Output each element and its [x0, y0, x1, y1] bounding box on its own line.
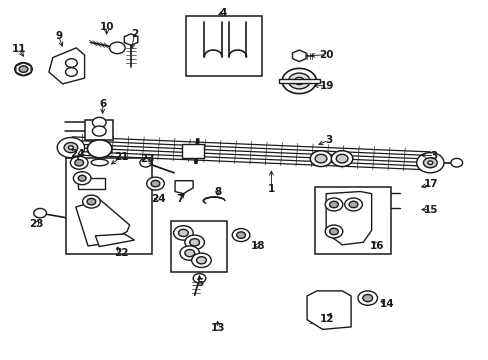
- Circle shape: [196, 257, 206, 264]
- Text: 10: 10: [99, 22, 114, 32]
- Circle shape: [92, 126, 106, 136]
- Text: 1: 1: [267, 184, 274, 194]
- Bar: [66, 158, 151, 254]
- Text: 23: 23: [29, 219, 44, 229]
- Polygon shape: [325, 192, 371, 245]
- Text: 18: 18: [250, 240, 265, 251]
- Circle shape: [180, 246, 199, 260]
- Text: 23: 23: [140, 154, 155, 164]
- Circle shape: [329, 201, 338, 208]
- Circle shape: [336, 154, 347, 163]
- Circle shape: [87, 198, 96, 205]
- Circle shape: [70, 156, 88, 169]
- Circle shape: [57, 138, 84, 158]
- Bar: [78, 178, 105, 189]
- Text: 8: 8: [214, 186, 221, 197]
- Circle shape: [65, 68, 77, 76]
- Bar: [182, 144, 203, 158]
- Circle shape: [344, 198, 362, 211]
- Circle shape: [64, 143, 78, 153]
- Circle shape: [184, 235, 204, 249]
- Text: 6: 6: [99, 99, 106, 109]
- Polygon shape: [49, 48, 84, 84]
- Circle shape: [416, 153, 443, 173]
- Bar: [315, 187, 390, 254]
- Circle shape: [348, 201, 357, 208]
- Circle shape: [184, 249, 194, 257]
- Circle shape: [151, 180, 160, 187]
- Text: 13: 13: [210, 323, 224, 333]
- Circle shape: [109, 42, 125, 54]
- Circle shape: [329, 228, 338, 235]
- Circle shape: [294, 77, 304, 85]
- Circle shape: [87, 140, 112, 158]
- Text: 9: 9: [55, 31, 62, 41]
- Circle shape: [427, 161, 432, 165]
- Polygon shape: [76, 200, 129, 246]
- Text: 7: 7: [176, 194, 183, 204]
- Circle shape: [178, 229, 188, 237]
- Circle shape: [34, 208, 46, 218]
- Text: 24: 24: [151, 194, 166, 204]
- Text: 14: 14: [379, 299, 394, 309]
- Circle shape: [193, 274, 205, 283]
- Circle shape: [19, 66, 28, 72]
- Polygon shape: [306, 291, 350, 329]
- Circle shape: [288, 73, 309, 89]
- Circle shape: [146, 177, 164, 190]
- Circle shape: [78, 175, 86, 181]
- Text: 3: 3: [325, 135, 331, 145]
- Circle shape: [325, 225, 342, 238]
- Circle shape: [140, 158, 151, 167]
- Text: 11: 11: [11, 44, 26, 54]
- Bar: [171, 221, 227, 272]
- Circle shape: [315, 154, 326, 163]
- Text: 17: 17: [423, 179, 438, 189]
- Text: 3: 3: [430, 150, 437, 161]
- Text: 20: 20: [319, 50, 333, 60]
- Text: 19: 19: [319, 81, 333, 91]
- Circle shape: [73, 172, 91, 185]
- Circle shape: [423, 158, 436, 168]
- Circle shape: [68, 146, 73, 149]
- Circle shape: [173, 226, 193, 240]
- Circle shape: [331, 151, 352, 167]
- Circle shape: [191, 253, 211, 267]
- Circle shape: [65, 59, 77, 67]
- Circle shape: [75, 159, 83, 166]
- Circle shape: [92, 117, 106, 127]
- Circle shape: [236, 232, 245, 238]
- Circle shape: [189, 239, 199, 246]
- Text: 15: 15: [423, 204, 438, 215]
- Text: 4: 4: [219, 8, 227, 18]
- Text: 12: 12: [319, 314, 333, 324]
- Circle shape: [362, 294, 372, 302]
- Bar: [185, 16, 261, 76]
- Circle shape: [282, 68, 316, 94]
- Bar: [278, 79, 319, 83]
- Circle shape: [15, 63, 32, 76]
- Ellipse shape: [91, 159, 108, 166]
- Circle shape: [357, 291, 377, 305]
- Circle shape: [310, 151, 331, 167]
- Circle shape: [232, 229, 249, 242]
- Circle shape: [450, 158, 462, 167]
- Polygon shape: [95, 234, 134, 247]
- Text: 24: 24: [70, 149, 84, 159]
- Text: 21: 21: [114, 152, 128, 162]
- Bar: [84, 120, 113, 140]
- Text: 22: 22: [114, 248, 128, 258]
- Circle shape: [82, 195, 100, 208]
- Polygon shape: [175, 181, 193, 194]
- Text: 2: 2: [131, 29, 138, 39]
- Circle shape: [325, 198, 342, 211]
- Text: 16: 16: [369, 240, 384, 251]
- Text: 5: 5: [196, 278, 203, 288]
